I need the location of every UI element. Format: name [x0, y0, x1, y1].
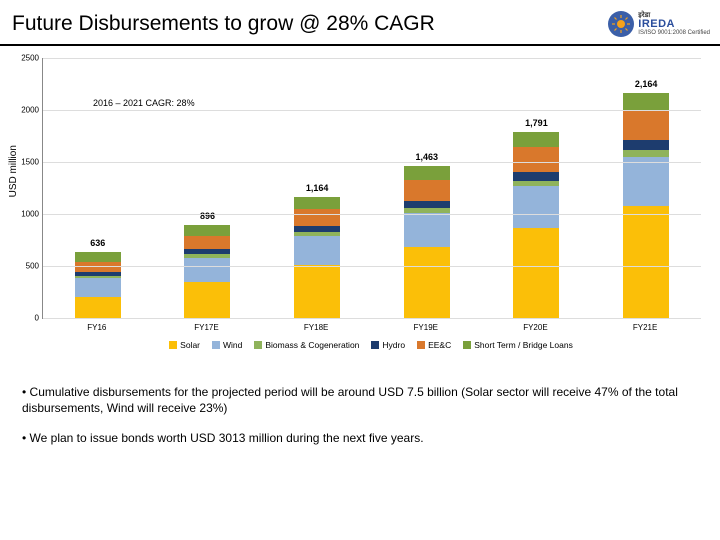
x-axis-labels: FY16 FY17E FY18E FY19E FY20E FY21E	[42, 323, 700, 332]
x-label: FY20E	[489, 323, 581, 332]
bar-group: 1,463	[381, 166, 473, 318]
legend-label: Hydro	[382, 340, 405, 350]
grid-line	[43, 58, 701, 59]
legend-swatch	[254, 341, 262, 349]
bar: 1,463	[404, 166, 450, 318]
segment-solar	[623, 206, 669, 318]
segment-short-term-bridge-loans	[184, 225, 230, 236]
x-label: FY21E	[599, 323, 691, 332]
bar: 1,164	[294, 197, 340, 318]
bar-group: 1,164	[271, 197, 363, 318]
segment-biomass-cogeneration	[623, 150, 669, 157]
page-title: Future Disbursements to grow @ 28% CAGR	[12, 12, 435, 36]
x-label: FY16	[51, 323, 143, 332]
segment-wind	[623, 157, 669, 206]
bar-total: 1,164	[294, 183, 340, 193]
logo-cert: IS/ISO 9001:2008 Certified	[638, 30, 710, 36]
y-tick: 500	[13, 262, 39, 271]
segment-short-term-bridge-loans	[75, 252, 121, 262]
legend-label: Solar	[180, 340, 200, 350]
bar: 1,791	[513, 132, 559, 318]
legend-item: Wind	[212, 340, 242, 350]
notes: Cumulative disbursements for the project…	[0, 368, 720, 447]
legend-swatch	[169, 341, 177, 349]
header: Future Disbursements to grow @ 28% CAGR …	[0, 0, 720, 46]
legend-swatch	[417, 341, 425, 349]
legend-swatch	[463, 341, 471, 349]
segment-solar	[513, 228, 559, 318]
grid-line	[43, 162, 701, 163]
segment-hydro	[513, 172, 559, 180]
legend-swatch	[371, 341, 379, 349]
y-tick: 1000	[13, 210, 39, 219]
bar-group: 1,791	[490, 132, 582, 318]
bar-total: 1,791	[513, 118, 559, 128]
segment-short-term-bridge-loans	[294, 197, 340, 209]
bar: 2,164	[623, 93, 669, 318]
logo: इरेडा IREDA IS/ISO 9001:2008 Certified	[608, 11, 710, 37]
x-label: FY19E	[380, 323, 472, 332]
grid-line	[43, 214, 701, 215]
segment-hydro	[404, 201, 450, 208]
bar-group: 636	[52, 252, 144, 318]
legend-label: Biomass & Cogeneration	[265, 340, 359, 350]
y-axis-label: USD million	[8, 145, 19, 197]
segment-short-term-bridge-loans	[623, 93, 669, 111]
segment-wind	[513, 186, 559, 227]
grid-line	[43, 318, 701, 319]
bar-group: 896	[161, 225, 253, 318]
segment-solar	[184, 282, 230, 318]
legend-item: Short Term / Bridge Loans	[463, 340, 573, 350]
plot-area: 2016 – 2021 CAGR: 28% 6368961,1641,4631,…	[42, 58, 701, 319]
y-tick: 0	[13, 314, 39, 323]
segment-wind	[75, 278, 121, 297]
segment-short-term-bridge-loans	[513, 132, 559, 148]
legend-item: Solar	[169, 340, 200, 350]
legend-item: EE&C	[417, 340, 451, 350]
bar-total: 896	[184, 211, 230, 221]
bars-container: 636 896 1,164 1,463 1,791 2,164	[43, 58, 701, 318]
bar-total: 1,463	[404, 152, 450, 162]
legend-label: Short Term / Bridge Loans	[474, 340, 573, 350]
segment-ee-c	[404, 180, 450, 201]
segment-solar	[75, 297, 121, 318]
legend-item: Biomass & Cogeneration	[254, 340, 359, 350]
bullet-1: Cumulative disbursements for the project…	[22, 384, 698, 416]
bar: 636	[75, 252, 121, 318]
segment-ee-c	[184, 236, 230, 250]
y-tick: 2500	[13, 54, 39, 63]
grid-line	[43, 110, 701, 111]
segment-ee-c	[513, 147, 559, 172]
logo-icon	[608, 11, 634, 37]
y-tick: 1500	[13, 158, 39, 167]
segment-ee-c	[623, 111, 669, 141]
bullet-2: We plan to issue bonds worth USD 3013 mi…	[22, 430, 698, 446]
bar-total: 2,164	[623, 79, 669, 89]
x-label: FY17E	[160, 323, 252, 332]
bar-total: 636	[75, 238, 121, 248]
legend-label: EE&C	[428, 340, 451, 350]
grid-line	[43, 266, 701, 267]
logo-en: IREDA	[638, 19, 710, 30]
bar: 896	[184, 225, 230, 318]
y-tick: 2000	[13, 106, 39, 115]
legend-item: Hydro	[371, 340, 405, 350]
bar-group: 2,164	[600, 93, 692, 318]
legend-label: Wind	[223, 340, 242, 350]
x-label: FY18E	[270, 323, 362, 332]
segment-wind	[184, 258, 230, 282]
legend: Solar Wind Biomass & Cogeneration Hydro EE&C…	[42, 340, 700, 350]
legend-swatch	[212, 341, 220, 349]
segment-solar	[404, 247, 450, 318]
segment-hydro	[623, 140, 669, 150]
segment-short-term-bridge-loans	[404, 166, 450, 180]
segment-wind	[404, 213, 450, 247]
segment-solar	[294, 265, 340, 318]
chart: USD million 2016 – 2021 CAGR: 28% 636896…	[42, 58, 700, 368]
segment-ee-c	[294, 209, 340, 226]
segment-wind	[294, 236, 340, 265]
logo-text: इरेडा IREDA IS/ISO 9001:2008 Certified	[638, 12, 710, 36]
